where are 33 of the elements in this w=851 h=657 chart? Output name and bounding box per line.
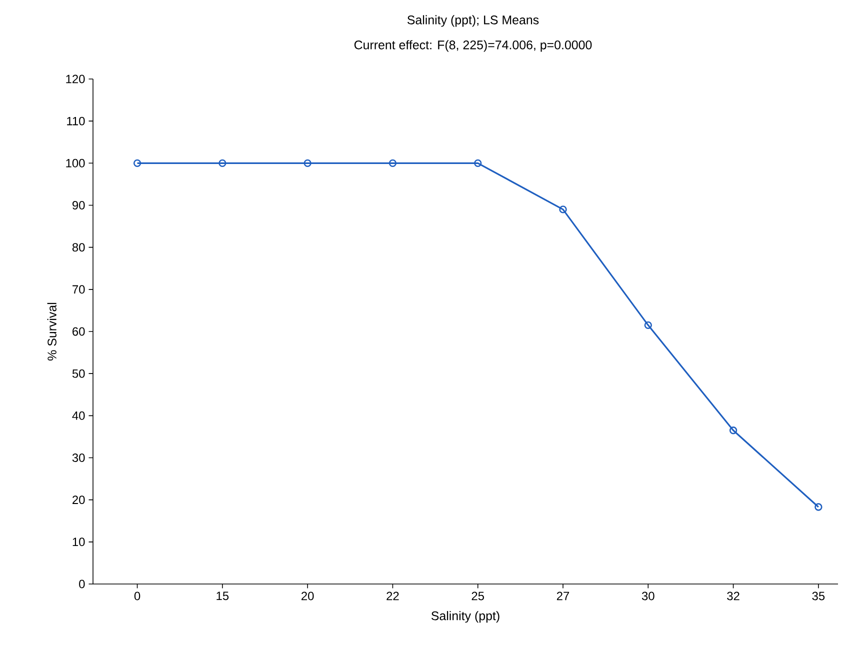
x-tick-label: 20 (302, 592, 314, 600)
y-tick-label: 120 (66, 74, 85, 84)
x-tick-label: 22 (386, 592, 399, 600)
y-axis-title: % Survival (47, 302, 56, 360)
point (559, 206, 567, 214)
point (218, 159, 226, 167)
x-tick-label: 27 (556, 592, 570, 600)
y-tick-label: 30 (72, 454, 85, 462)
x-tick-label: 32 (727, 592, 740, 600)
x-tick-label: 0 (134, 592, 140, 600)
y-tick-label: 80 (72, 243, 85, 252)
point (474, 159, 482, 167)
y-tick-label: 0 (79, 580, 85, 588)
chart-title: Salinity (ppt); LS Means (407, 15, 539, 27)
x-tick-label: 30 (642, 592, 654, 600)
point (644, 321, 652, 330)
x-tick-label: 15 (216, 592, 229, 600)
x-tick-label: 35 (812, 592, 825, 600)
y-tick-label: 90 (72, 201, 85, 210)
point (304, 159, 312, 167)
y-tick-label: 20 (72, 496, 85, 504)
chart-subtitle: Current effect: F(8, 225)=74.006, p=0.0000 (354, 40, 592, 52)
y-tick-label: 60 (72, 327, 85, 336)
y-tick-label: 100 (66, 158, 85, 168)
y-tick-label: 70 (72, 285, 85, 294)
y-tick-label: 10 (72, 538, 85, 546)
point (729, 426, 738, 434)
point (388, 159, 397, 167)
y-tick-label: 40 (72, 411, 85, 420)
y-tick-label: 110 (67, 116, 85, 126)
x-axis-title: Salinity (ppt) (431, 611, 500, 623)
y-tick-label: 50 (72, 369, 85, 378)
x-tick-label: 25 (472, 592, 484, 600)
